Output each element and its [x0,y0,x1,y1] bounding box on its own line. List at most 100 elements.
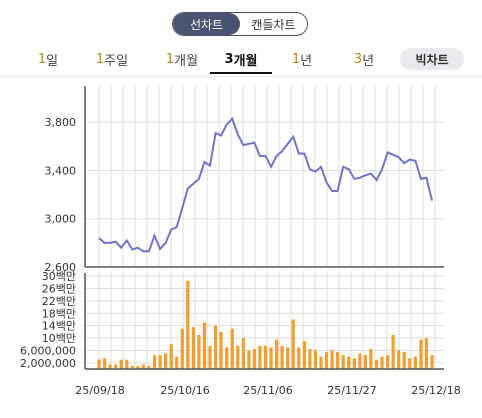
volume-bar [336,352,340,369]
date-tick-label: 25/12/18 [411,384,460,397]
volume-bar [280,345,284,369]
volume-bar [136,365,140,369]
volume-bar [275,339,279,369]
volume-bar [347,356,351,369]
line-chart-button[interactable]: 선차트 [173,13,240,35]
price-axis: 2,600 3,000 3,400 3,800 [45,86,444,274]
volume-bar [208,345,212,369]
volume-bar [286,347,290,369]
volume-bar [413,356,417,369]
volume-bar [103,358,107,369]
volume-bar [119,359,123,369]
volume-bar [313,350,317,369]
volume-bar [252,348,256,369]
tab-num: 3 [224,51,234,67]
volume-bar [297,347,301,369]
volume-bar [97,359,101,369]
volume-bar [191,327,195,369]
tab-1-month[interactable]: 1 개월 [154,44,210,74]
volume-bar [197,334,201,369]
volume-bar [175,356,179,369]
volume-bars [97,280,434,369]
volume-bar [363,355,367,369]
volume-bar [214,325,218,369]
tab-1-week[interactable]: 1 주일 [88,44,136,74]
volume-bar [374,359,379,369]
tab-num: 1 [37,51,47,67]
volume-bar [419,339,423,369]
price-grid [85,86,444,268]
volume-bar [408,358,412,369]
price-tick-label: 3,400 [45,164,77,177]
date-tick-label: 25/11/06 [243,384,292,397]
volume-bar [402,352,406,369]
volume-bar [141,364,145,369]
volume-bar [330,350,334,369]
volume-bar [186,280,190,369]
volume-bar [180,328,184,369]
volume-tick-label: 30백만 [42,270,76,283]
volume-bar [386,355,390,369]
volume-bar [108,364,112,369]
volume-bar [125,359,129,369]
volume-tick-label: 18백만 [42,307,76,320]
volume-bar [230,328,234,369]
volume-tick-label: 2,000,000 [20,357,76,370]
volume-bar [147,365,151,369]
volume-bar [424,338,428,369]
price-tick-label: 2,600 [45,261,77,274]
volume-bar [308,348,312,369]
volume-tick-label: 6,000,000 [20,344,76,357]
tabs-divider [0,76,482,77]
volume-bar [430,355,434,369]
volume-bar [130,365,134,369]
volume-tick-label: 10백만 [42,332,76,345]
volume-bar [369,348,373,369]
volume-bar [269,347,273,369]
date-tick-label: 25/10/16 [160,384,209,397]
volume-bar [164,353,168,369]
volume-bar [302,341,306,369]
volume-bar [202,322,206,369]
volume-bar [291,319,295,369]
volume-bar [391,334,395,369]
tab-unit: 년 [300,53,313,69]
volume-bar [236,345,240,369]
volume-bar [114,364,118,369]
tab-num: 1 [165,51,175,67]
price-tick-label: 3,800 [45,116,77,129]
tab-unit: 개월 [233,53,258,69]
volume-bar [241,338,245,369]
big-chart-button[interactable]: 빅차트 [400,48,464,70]
chart-type-toggle: 선차트 캔들차트 [172,12,308,36]
tab-num: 1 [291,51,301,67]
tab-num: 3 [353,51,363,67]
volume-bar [247,350,251,369]
tab-unit: 주일 [104,53,129,69]
volume-bar [219,331,223,369]
volume-bar [324,352,329,369]
candle-chart-button[interactable]: 캔들차트 [251,17,296,32]
volume-bar [225,347,229,369]
volume-axis: 2,000,0006,000,00010백만14백만18백만22백만26백만30… [20,270,444,370]
date-tick-label: 25/09/18 [75,384,124,397]
volume-bar [380,356,384,369]
date-axis: 25/09/18 25/10/16 25/11/06 25/11/27 25/12/18 [75,384,460,397]
volume-bar [158,355,162,369]
volume-tick-label: 14백만 [42,320,76,333]
volume-bar [319,356,323,369]
volume-tick-label: 26백만 [42,282,76,295]
volume-tick-label: 22백만 [42,295,76,308]
volume-bar [152,355,157,369]
volume-bar [263,345,268,369]
volume-bar [341,355,345,369]
tab-unit: 년 [362,53,375,69]
tab-3-month[interactable]: 3 개월 [210,44,272,74]
tab-unit: 일 [46,53,59,69]
price-tick-label: 3,000 [45,213,77,226]
